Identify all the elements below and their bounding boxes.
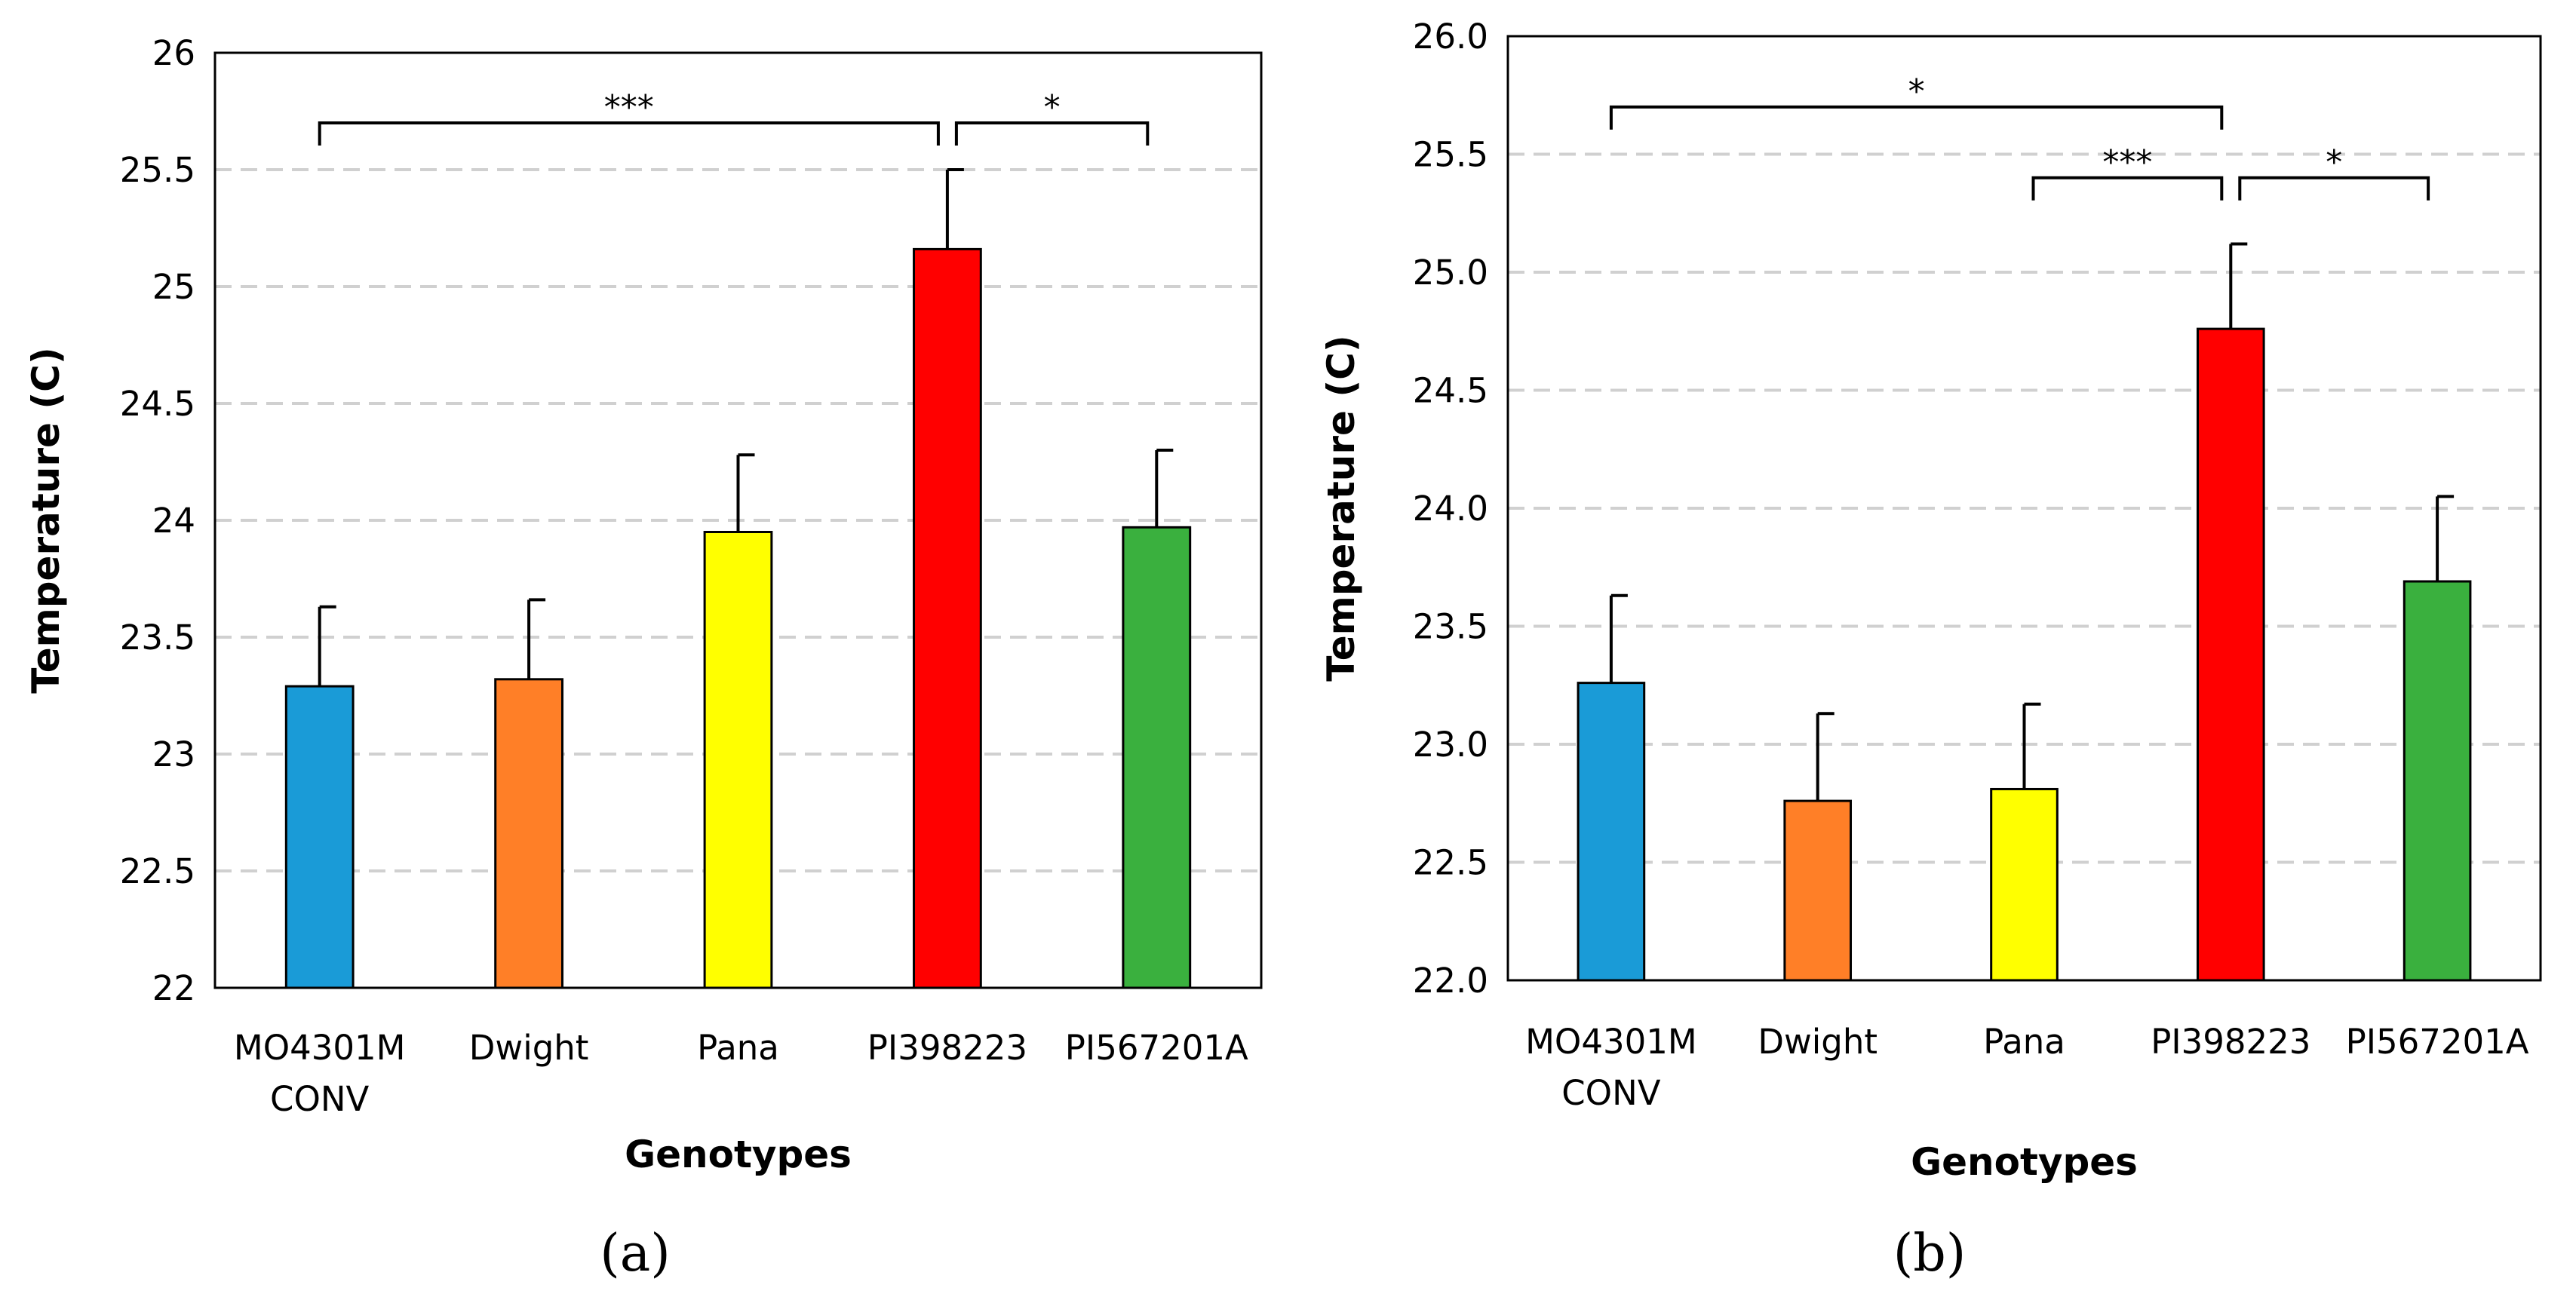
x-tick-label: Pana — [1983, 1022, 2065, 1062]
panel-label: (b) — [1893, 1224, 1967, 1283]
bar — [284, 685, 355, 989]
x-axis-title: Genotypes — [625, 1133, 852, 1176]
bar — [1990, 787, 2059, 982]
y-tick-label: 26.0 — [1413, 17, 1488, 57]
bar — [1122, 526, 1192, 989]
bar — [2403, 580, 2472, 982]
x-tick-label: PI398223 — [2151, 1022, 2310, 1062]
bar — [1577, 682, 1646, 982]
significance-label: *** — [604, 88, 654, 127]
x-tick-label: PI567201A — [1065, 1028, 1248, 1068]
x-tick-label: Dwight — [469, 1028, 589, 1068]
x-tick-label: Dwight — [1758, 1022, 1878, 1062]
significance-label: *** — [2102, 143, 2152, 182]
significance-bracket — [1609, 105, 2224, 130]
x-tick-label: PI567201A — [2346, 1022, 2529, 1062]
x-tick-label: CONV — [1561, 1073, 1661, 1113]
significance-label: * — [1908, 72, 1925, 111]
x-axis-title: Genotypes — [1911, 1140, 2138, 1184]
y-tick-label: 24.5 — [1413, 371, 1488, 411]
y-axis-title: Temperature (C) — [1319, 335, 1363, 681]
y-tick-label: 24.0 — [1413, 489, 1488, 529]
x-tick-label: Pana — [697, 1028, 779, 1068]
bar — [1783, 799, 1853, 982]
y-tick-label: 23.5 — [120, 618, 195, 658]
significance-label: * — [1044, 88, 1061, 127]
y-tick-label: 25.5 — [120, 150, 195, 190]
panel-label: (a) — [600, 1224, 671, 1283]
y-tick-label: 22 — [152, 968, 195, 1008]
x-tick-label: PI398223 — [867, 1028, 1027, 1068]
bar — [913, 247, 982, 989]
significance-bracket — [954, 121, 1150, 146]
y-tick-label: 23.0 — [1413, 725, 1488, 765]
chart-panel-a: 22 22.5 23 23.5 24 24.5 25 25.5 26 MO4301M CONV Dwi… — [24, 33, 1263, 1283]
y-tick-label: 25.0 — [1413, 253, 1488, 293]
x-tick-label: CONV — [270, 1079, 370, 1119]
y-tick-label: 23 — [152, 734, 195, 774]
y-tick-label: 22.5 — [1413, 843, 1488, 883]
plot-frame — [213, 51, 1263, 989]
y-axis-title: Temperature (C) — [24, 347, 68, 693]
y-tick-label: 25 — [152, 267, 195, 307]
significance-bracket — [318, 121, 940, 146]
significance-bracket — [2031, 176, 2224, 201]
y-tick-label: 22.0 — [1413, 961, 1488, 1001]
significance-label: * — [2326, 143, 2342, 182]
significance-bracket — [2238, 176, 2430, 201]
y-tick-label: 23.5 — [1413, 607, 1488, 647]
chart-panel-b: 22.0 22.5 23.0 23.5 24.0 24.5 25.0 25.5 26.0 MO43… — [1319, 17, 2542, 1283]
y-tick-label: 24 — [152, 501, 195, 541]
y-tick-label: 24.5 — [120, 384, 195, 424]
bar — [703, 531, 773, 989]
y-tick-label: 22.5 — [120, 851, 195, 891]
bar — [494, 678, 563, 989]
x-tick-label: MO4301M — [1525, 1022, 1697, 1062]
y-tick-label: 26 — [152, 33, 195, 73]
plot-frame — [1506, 35, 2542, 982]
x-tick-label: MO4301M — [234, 1028, 406, 1068]
bar — [2196, 327, 2265, 982]
y-tick-label: 25.5 — [1413, 135, 1488, 175]
